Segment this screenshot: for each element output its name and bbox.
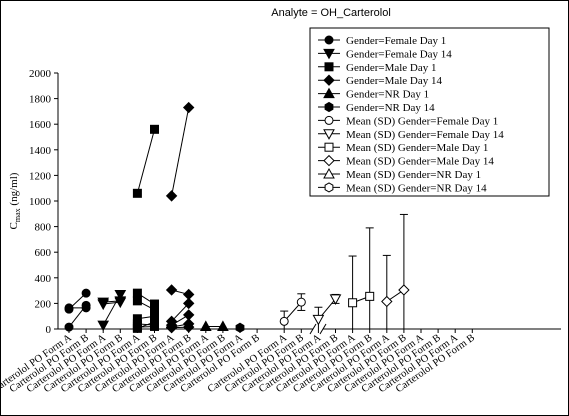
- subject-point: [182, 297, 195, 310]
- subject-point: [150, 317, 159, 327]
- subject-point: [132, 288, 142, 298]
- subject-point: [235, 322, 245, 333]
- legend-label: Mean (SD) Gender=NR Day 14: [346, 182, 487, 194]
- y-tick-label: 1000: [29, 196, 52, 208]
- y-axis-label: Cmax (ng/ml): [8, 172, 22, 229]
- legend-label: Gender=Female Day 14: [346, 48, 452, 60]
- legend-marker: [323, 87, 335, 99]
- y-tick-label: 800: [35, 222, 52, 234]
- legend-marker: [324, 142, 334, 152]
- subject-point: [81, 288, 91, 298]
- subject-point: [97, 320, 110, 332]
- mean-point: [296, 297, 306, 307]
- legend-marker: [323, 129, 335, 140]
- subject-point: [165, 322, 178, 334]
- y-tick-label: 1200: [29, 170, 52, 182]
- subject-point: [132, 296, 142, 306]
- mean-point: [279, 316, 289, 326]
- chart-title: Analyte = OH_Carterolol: [271, 7, 391, 19]
- legend-label: Gender=NR Day 14: [346, 102, 435, 114]
- subject-line: [136, 129, 155, 194]
- y-tick-label: 1800: [29, 94, 52, 106]
- legend-label: Gender=Male Day 14: [346, 75, 443, 87]
- subject-point: [150, 124, 159, 134]
- y-tick-label: 0: [46, 324, 52, 336]
- subject-point: [114, 296, 127, 307]
- mean-point: [398, 284, 410, 296]
- legend-label: Gender=Male Day 1: [346, 62, 437, 74]
- legend-marker: [324, 62, 334, 72]
- legend-marker: [323, 48, 335, 60]
- subject-point: [64, 303, 74, 313]
- axis-break-mark: [319, 323, 327, 335]
- subject-line: [171, 303, 190, 322]
- legend-marker: [324, 35, 334, 45]
- subject-line: [171, 107, 190, 196]
- y-tick-label: 200: [35, 298, 52, 310]
- legend-label: Mean (SD) Gender=NR Day 1: [346, 169, 481, 181]
- mean-point: [348, 298, 358, 308]
- subject-point: [165, 284, 178, 296]
- legend-label: Gender=Female Day 1: [346, 35, 446, 47]
- axis-break-mark: [309, 323, 317, 335]
- mean-point: [329, 294, 342, 305]
- subject-point: [132, 323, 142, 333]
- subject-point: [182, 321, 195, 333]
- y-tick-label: 600: [35, 247, 52, 259]
- legend-marker: [324, 101, 334, 113]
- legend-label: Mean (SD) Gender=Female Day 14: [346, 129, 504, 141]
- subject-point: [165, 190, 178, 202]
- legend-marker: [324, 115, 334, 125]
- subject-point: [182, 101, 195, 114]
- legend-label: Mean (SD) Gender=Male Day 14: [346, 156, 494, 168]
- legend-label: Mean (SD) Gender=Male Day 1: [346, 142, 488, 154]
- subject-point: [132, 188, 142, 198]
- y-tick-label: 1600: [29, 119, 52, 131]
- mean-point: [381, 295, 393, 308]
- data-layer: [64, 101, 410, 334]
- y-tick-label: 400: [35, 273, 52, 285]
- subject-point: [217, 320, 229, 331]
- mean-point: [365, 291, 375, 301]
- mean-point: [312, 314, 325, 326]
- legend-marker: [323, 74, 335, 86]
- y-tick-label: 2000: [29, 68, 52, 80]
- subject-point: [199, 320, 212, 331]
- legend-label: Gender=NR Day 1: [346, 89, 429, 101]
- y-tick-label: 1400: [29, 145, 52, 157]
- legend-marker: [323, 154, 335, 167]
- legend-marker: [324, 182, 334, 193]
- subject-point: [64, 322, 74, 332]
- legend-label: Mean (SD) Gender=Female Day 1: [346, 115, 498, 127]
- subject-point: [114, 289, 127, 301]
- legend-box: [309, 27, 550, 197]
- subject-point: [97, 297, 110, 309]
- legend-marker: [323, 167, 335, 179]
- subject-point: [81, 303, 91, 313]
